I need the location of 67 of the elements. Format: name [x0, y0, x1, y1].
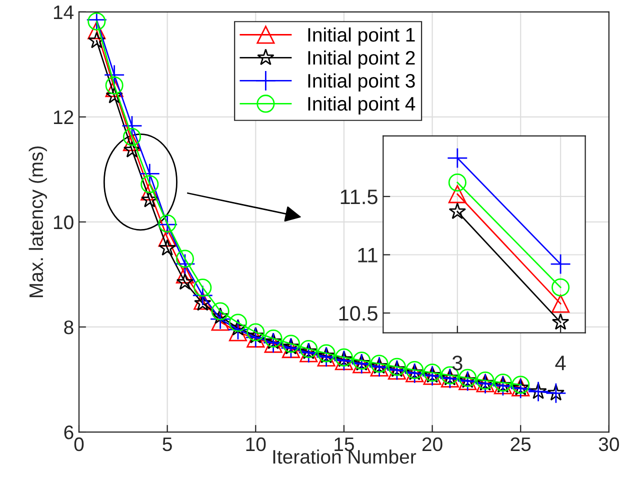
point: [264, 330, 282, 348]
point: [105, 79, 124, 98]
x-tick-label: 20: [422, 437, 442, 452]
y-tick-label: 10.5: [339, 306, 378, 321]
point: [282, 338, 300, 354]
point: [158, 228, 176, 247]
point: [158, 239, 176, 256]
point: [229, 319, 247, 336]
point: [210, 308, 231, 330]
legend-label: Initial point 3: [308, 73, 415, 92]
point: [211, 312, 230, 331]
x-tick-label: 0: [74, 437, 84, 452]
point: [176, 273, 194, 290]
point: [448, 202, 466, 220]
point: [550, 254, 571, 274]
point: [446, 148, 468, 168]
point: [247, 326, 264, 344]
point: [458, 368, 477, 387]
x-tick-label: 10: [246, 437, 266, 452]
point: [176, 250, 194, 268]
y-axis-title: Max. latency (ms): [28, 146, 47, 298]
point: [106, 86, 123, 104]
point: [104, 64, 125, 86]
point: [140, 175, 159, 194]
point: [88, 32, 106, 48]
point: [228, 323, 248, 342]
point: [192, 285, 214, 306]
x-tick-label: 25: [510, 437, 531, 452]
point: [140, 182, 159, 201]
point: [228, 319, 248, 340]
point: [194, 278, 212, 297]
point: [552, 294, 570, 313]
point: [139, 163, 160, 184]
y-tick-label: 11: [358, 248, 378, 262]
point: [552, 278, 570, 296]
legend-label: Initial point 1: [308, 27, 415, 46]
point: [448, 185, 466, 204]
point: [88, 21, 106, 40]
point: [552, 313, 570, 330]
point: [174, 254, 196, 274]
point: [122, 128, 142, 146]
y-tick-label: 10: [54, 215, 74, 230]
y-tick-label: 8: [64, 320, 74, 334]
point: [176, 265, 194, 284]
x-tick-label: 4: [555, 356, 566, 370]
x-tick-label: 15: [334, 438, 354, 452]
point: [123, 140, 141, 158]
point: [122, 115, 142, 136]
y-tick-label: 14: [54, 6, 74, 19]
point: [141, 190, 158, 208]
x-tick-label: 5: [162, 438, 172, 452]
y-tick-label: 11.5: [340, 190, 378, 204]
y-tick-label: 12: [54, 110, 74, 124]
legend-label: Initial point 4: [308, 96, 416, 115]
point: [264, 332, 282, 350]
point: [448, 173, 466, 192]
point: [228, 314, 248, 332]
x-tick-label: 30: [598, 437, 619, 452]
point: [105, 76, 124, 94]
y-tick-label: 6: [64, 425, 74, 440]
legend-label: Initial point 2: [308, 50, 415, 69]
point: [282, 334, 300, 353]
point: [122, 133, 142, 152]
x-tick-label: 3: [452, 356, 462, 370]
point: [211, 302, 230, 320]
point: [212, 307, 229, 324]
point: [246, 323, 265, 342]
